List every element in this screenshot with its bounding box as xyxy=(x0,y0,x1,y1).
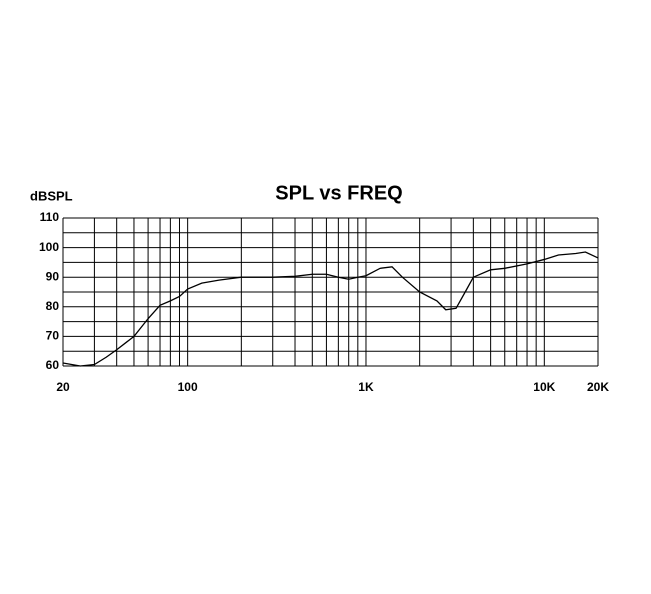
y-tick-label: 70 xyxy=(46,329,60,343)
x-tick-label: 100 xyxy=(178,380,198,394)
line-series xyxy=(62,251,599,367)
chart-title: SPL vs FREQ xyxy=(275,182,402,204)
y-tick-label: 60 xyxy=(46,358,60,372)
y-tick-label: 110 xyxy=(40,210,60,224)
x-tick-label: 20K xyxy=(587,380,609,394)
y-tick-label: 100 xyxy=(39,240,59,254)
y-tick-label: 80 xyxy=(46,299,60,313)
x-tick-label: 1K xyxy=(358,380,374,394)
y-tick-label: 90 xyxy=(46,269,60,283)
y-axis-label: dBSPL xyxy=(30,188,73,203)
x-tick-label: 10K xyxy=(533,380,555,394)
x-tick-label: 20 xyxy=(56,380,70,394)
